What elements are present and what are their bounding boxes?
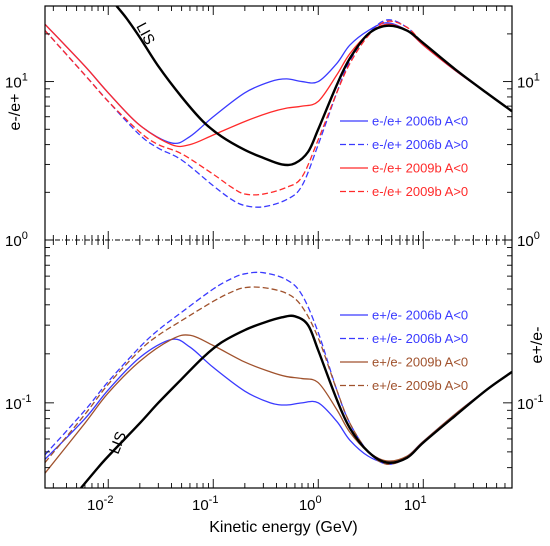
bottom-panel: e+/e- 2006b A<0 e+/e- 2006b A>0 e+/e- 2009…: [45, 271, 512, 488]
bottom-legend-label-0: e+/e- 2006b A<0: [372, 308, 468, 323]
top-legend-label-1: e-/e+ 2006b A>0: [372, 137, 468, 152]
bottom-lis-label: LIS: [106, 429, 130, 456]
top-series-3: [45, 20, 512, 196]
top-series-2: [45, 23, 512, 148]
bottom-legend-label-1: e+/e- 2006b A>0: [372, 331, 468, 346]
tick-labels-group: 10-2 10-1 100 101 100 100 101 101 10-1 10-1: [5, 72, 543, 514]
bottom-legend: e+/e- 2006b A<0 e+/e- 2006b A>0 e+/e- 2009…: [340, 308, 468, 393]
top-y-tick-label-left-1: 101: [5, 72, 28, 92]
bottom-y-tick-label-right-0: 10-1: [517, 393, 543, 413]
top-legend-label-0: e-/e+ 2006b A<0: [372, 114, 468, 129]
x-tick-label-3: 101: [404, 494, 427, 514]
x-tick-label-2: 100: [299, 494, 322, 514]
top-y-tick-label-right-0: 100: [517, 230, 540, 250]
bottom-legend-label-2: e+/e- 2009b A<0: [372, 355, 468, 370]
bottom-y-axis-label: e+/e-: [529, 327, 546, 364]
top-y-tick-label-right-1: 101: [517, 72, 540, 92]
x-tick-label-1: 10-1: [192, 494, 218, 514]
plot-frame: [44, 5, 513, 489]
top-y-axis-label: e-/e+: [7, 94, 24, 131]
ticks-group: [45, 5, 513, 489]
x-axis-label: Kinetic energy (GeV): [209, 519, 358, 536]
top-lis-curve: [115, 6, 512, 167]
x-tick-label-0: 10-2: [87, 494, 113, 514]
bottom-legend-label-3: e+/e- 2009b A>0: [372, 378, 468, 393]
top-panel: e-/e+ 2006b A<0 e-/e+ 2006b A>0 e-/e+ 2009…: [45, 6, 512, 208]
bottom-y-tick-label-left-0: 10-1: [5, 393, 31, 413]
top-lis-label: LIS: [132, 20, 158, 48]
top-legend-label-3: e-/e+ 2009b A>0: [372, 184, 468, 199]
top-legend: e-/e+ 2006b A<0 e-/e+ 2006b A>0 e-/e+ 2009…: [340, 114, 468, 199]
bottom-series-group: [45, 271, 512, 488]
bottom-lis-curve: [80, 314, 512, 488]
top-series-group: [45, 6, 512, 208]
top-legend-label-2: e-/e+ 2009b A<0: [372, 161, 468, 176]
top-y-tick-label-left-0: 100: [5, 230, 28, 250]
